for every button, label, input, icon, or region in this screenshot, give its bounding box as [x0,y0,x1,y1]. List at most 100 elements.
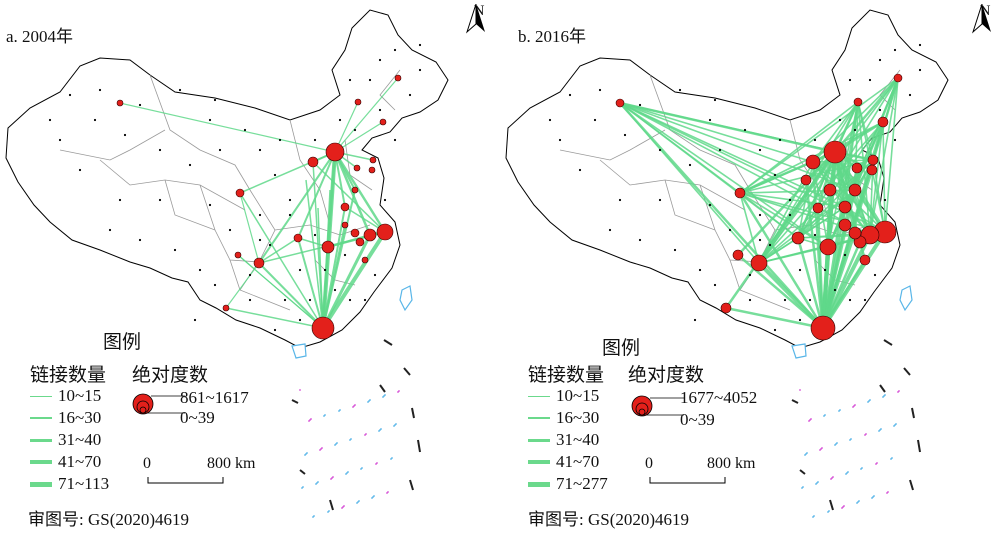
nine-dash-segment [403,367,411,376]
scale-bar [147,477,224,484]
city-dot [833,288,837,292]
island-dot [878,430,880,432]
link-line [816,207,825,329]
city-dot [138,238,142,242]
city-dot [248,273,252,277]
nine-dash-segment [799,469,806,475]
link-line [312,161,324,329]
island-dot [327,511,329,513]
island-dot [827,511,829,513]
city-dot [618,198,622,202]
city-node [838,200,852,214]
link-line [739,192,760,264]
island-dot [897,391,899,393]
country-outline [5,9,449,349]
city-dot [78,168,82,172]
link-line [797,161,814,239]
north-label: N [979,3,991,19]
country-outline [505,9,949,349]
city-dot [123,133,127,137]
city-dot [708,203,712,207]
island-dot [799,389,801,391]
island-dot [815,483,817,485]
island-dot [386,492,388,494]
legend-link-class: 31~40 [528,430,599,450]
city-dot [313,138,317,142]
city-dot [863,298,867,302]
link-line [884,77,899,233]
city-node [222,304,230,312]
island-dot [890,458,892,460]
legend-title: 图例 [602,338,641,359]
city-dot [623,133,627,137]
city-dot [378,58,382,62]
city-node [253,257,265,269]
province-boundary [229,259,291,311]
city-dot [878,108,882,112]
island-dot [875,463,877,465]
city-dot [783,298,787,302]
island-dot [838,410,840,412]
link-line [619,102,814,163]
city-dot [698,268,702,272]
city-node [340,202,350,212]
city-node [369,156,377,164]
link-line [882,121,886,233]
province-boundary [59,129,166,161]
island-dot [304,454,306,456]
city-node [848,183,862,197]
legend-link-label: 10~15 [58,386,102,405]
province-boundary [164,179,216,231]
city-node [361,256,369,264]
city-dot [748,273,752,277]
island-dot [812,516,814,518]
island-dot [804,454,806,456]
city-dot [593,118,597,122]
city-node [851,162,863,174]
city-dot [713,98,717,102]
nine-dash-segment [879,384,886,393]
link-line [844,101,859,208]
island-dot [334,444,336,446]
link-line [821,241,862,329]
city-node [293,233,303,243]
map-canvas-2016 [505,9,949,518]
legend-link-class: 10~15 [30,386,101,406]
link-line [827,101,859,248]
nine-dash-segment [409,479,414,491]
city-dot [213,98,217,102]
link-line [321,230,387,330]
city-dot [708,118,712,122]
link-line [758,121,884,264]
city-dot [248,298,252,302]
map-panel-2004: a. 2004年 N 图例 链接数量 绝对度数 10~15 16~30 31~4… [5,4,485,529]
island-dot [375,463,377,465]
legend-link-label: 71~113 [58,474,110,493]
island-dot [893,425,895,427]
city-dot [138,103,142,107]
link-line [297,151,336,239]
city-dot [193,318,197,322]
link-line [312,161,386,233]
city-dot [208,118,212,122]
city-node [355,237,365,247]
city-dot [838,118,842,122]
city-dot [323,268,327,272]
city-node [368,166,376,174]
island-dot [856,502,858,504]
city-dot [688,163,692,167]
island-dot [830,478,832,480]
city-dot [258,148,262,152]
link-line [333,151,372,236]
city-dot [848,298,852,302]
legend-node-min [638,408,646,416]
city-dot [918,68,922,72]
city-dot [843,253,847,257]
scale-zero: 0 [143,455,151,472]
city-dot [283,298,287,302]
link-line [334,77,399,153]
link-line [619,102,799,239]
city-dot [188,163,192,167]
nine-dash-segment [883,339,893,346]
city-dot [548,118,552,122]
